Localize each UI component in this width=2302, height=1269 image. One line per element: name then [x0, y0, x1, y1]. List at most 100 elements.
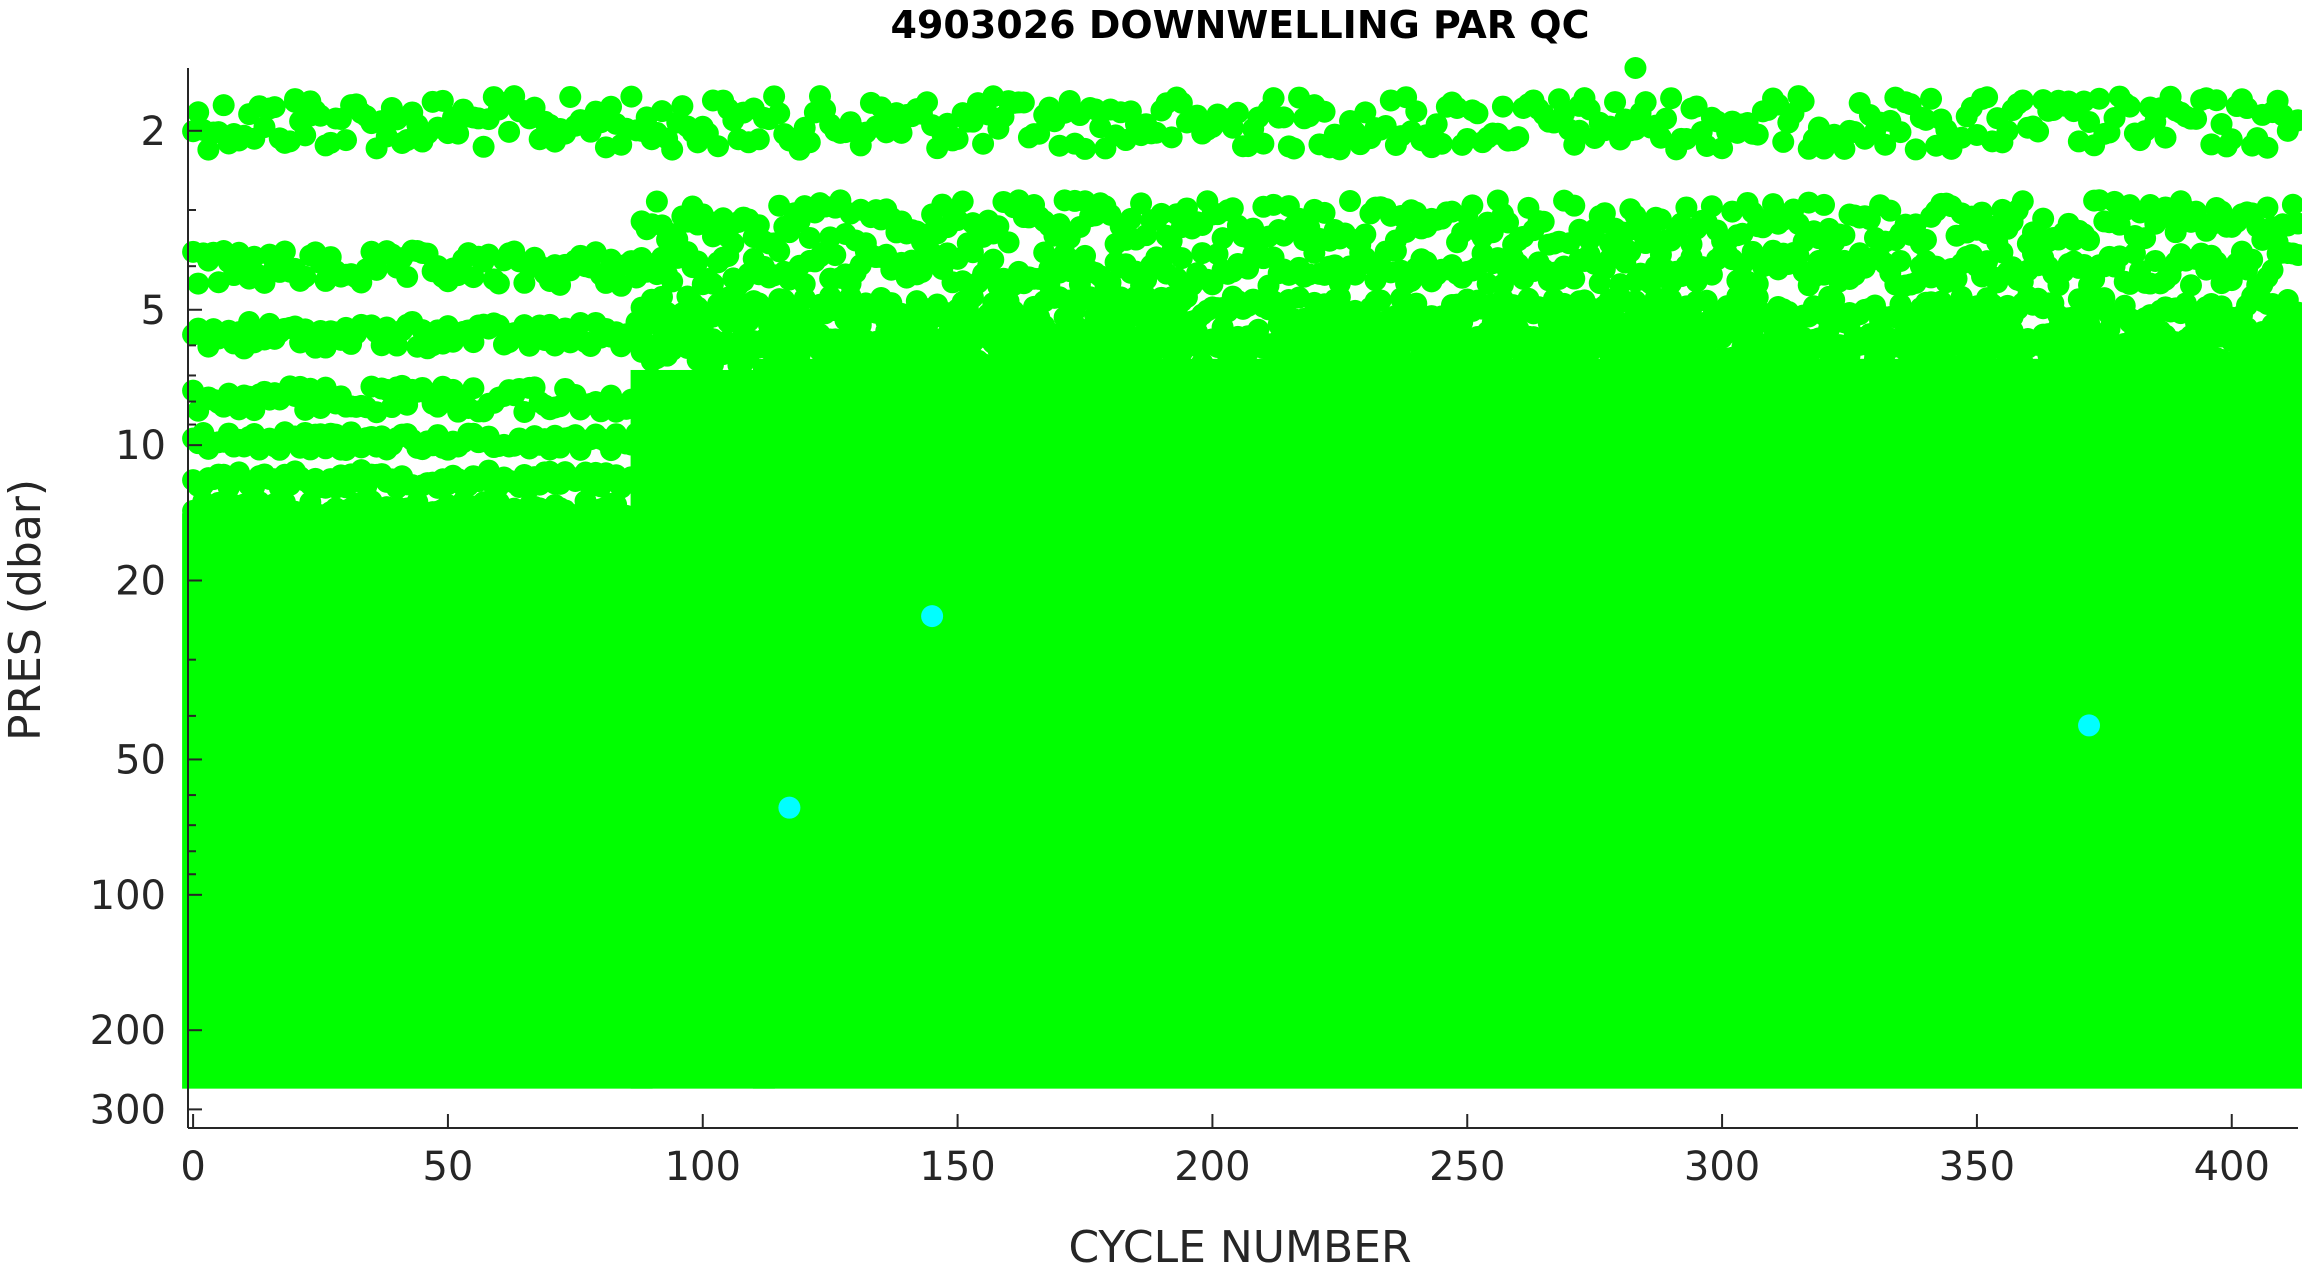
data-point-band-2 [2144, 249, 2167, 272]
data-point-band-0 [447, 122, 470, 145]
data-point-band-2 [487, 272, 510, 295]
data-point-band-0 [1012, 91, 1035, 114]
data-point-band-5 [1420, 327, 1443, 350]
data-point-band-0 [431, 89, 454, 112]
data-point-band-1 [1879, 199, 1902, 222]
data-point-band-1 [1700, 195, 1723, 218]
data-point-band-0 [916, 91, 939, 114]
data-point-band-5 [1935, 349, 1958, 372]
data-point-band-2 [462, 266, 485, 289]
data-point-band-0 [253, 116, 276, 139]
data-point-band-5 [2072, 354, 2095, 377]
data-point-band-0 [559, 85, 582, 108]
data-point-band-0 [1874, 133, 1897, 156]
data-point-band-0 [1685, 95, 1708, 118]
data-point-band-0 [2154, 126, 2177, 149]
data-point-band-0 [707, 135, 730, 158]
data-point-band-3 [2287, 301, 2302, 324]
data-point-band-0 [197, 138, 220, 161]
data-point-band-0 [2011, 89, 2034, 112]
data-point-band-2 [1344, 263, 1367, 286]
data-point-band-0 [1170, 91, 1193, 114]
data-point-band-1 [1833, 224, 1856, 247]
data-fill-region-1 [630, 369, 775, 1089]
data-point-band-0 [1405, 100, 1428, 123]
data-point-band-1 [1675, 196, 1698, 219]
data-point-band-0 [2287, 109, 2302, 132]
data-point-band-2 [2220, 269, 2243, 292]
data-point-band-3 [961, 286, 984, 309]
data-point-band-2 [1170, 247, 1193, 270]
data-point-band-0 [890, 121, 913, 144]
data-point-band-1 [1563, 194, 1586, 217]
y-tick-label: 300 [90, 1087, 166, 1133]
data-point-band-2 [2179, 274, 2202, 297]
data-point-band-2 [187, 272, 210, 295]
data-point-band-7 [630, 433, 653, 456]
data-point-band-0 [650, 100, 673, 123]
data-point-band-0 [1466, 102, 1489, 125]
data-point-band-4 [462, 331, 485, 354]
data-point-band-1 [1339, 190, 1362, 213]
data-point-band-0 [1028, 122, 1051, 145]
data-point-band-3 [1328, 286, 1351, 309]
data-point-band-0 [2220, 128, 2243, 151]
data-point-band-5 [1797, 348, 1820, 371]
data-point-band-5 [895, 328, 918, 351]
data-point-cyan [921, 605, 944, 628]
x-tick-label: 0 [180, 1144, 205, 1190]
data-point-band-0 [2205, 89, 2228, 112]
data-point-band-2 [1619, 240, 1642, 263]
data-point-band-5 [972, 353, 995, 376]
data-point-band-2 [717, 244, 740, 267]
data-point-band-0 [620, 85, 643, 108]
data-point-band-0 [1252, 132, 1275, 155]
data-point-band-1 [1130, 192, 1153, 215]
data-point-band-0 [1262, 87, 1285, 110]
data-point-band-2 [2287, 243, 2302, 266]
data-point-band-1 [1914, 228, 1937, 251]
data-point-band-5 [1950, 328, 1973, 351]
data-point-band-0 [1084, 98, 1107, 121]
data-point-band-2 [768, 240, 791, 263]
data-point-band-0 [212, 94, 235, 117]
data-point-band-0 [1313, 100, 1336, 123]
y-tick-label: 100 [90, 873, 166, 919]
data-point-band-5 [2251, 352, 2274, 375]
data-point-band-0 [294, 124, 317, 147]
data-point-outlier [1568, 119, 1591, 142]
data-point-band-1 [1532, 210, 1555, 233]
y-tick-label: 5 [141, 288, 166, 334]
x-tick-label: 400 [2194, 1144, 2270, 1190]
data-point-band-0 [1491, 95, 1514, 118]
data-point-outlier [1624, 57, 1647, 79]
data-point-band-0 [1792, 90, 1815, 113]
y-tick-label: 2 [141, 109, 166, 155]
data-point-band-0 [1430, 132, 1453, 155]
data-point-band-5 [854, 329, 877, 352]
x-tick-label: 50 [422, 1144, 473, 1190]
data-point-band-1 [2032, 207, 2055, 230]
data-point-band-5 [2200, 328, 2223, 351]
data-point-band-0 [768, 102, 791, 125]
data-point-band-1 [1119, 207, 1142, 230]
data-point-band-4 [569, 312, 592, 335]
data-point-band-0 [600, 95, 623, 118]
x-tick-label: 300 [1684, 1144, 1760, 1190]
data-point-band-0 [946, 128, 969, 151]
data-point-band-4 [1114, 310, 1137, 333]
data-point-band-0 [1226, 101, 1249, 124]
data-point-band-1 [2078, 229, 2101, 252]
green-points-layer [182, 57, 2302, 1089]
data-fill-region-2 [752, 413, 2302, 1089]
data-point-band-2 [824, 244, 847, 267]
y-tick-label: 10 [115, 423, 166, 469]
data-point-band-2 [273, 240, 296, 263]
data-point-band-1 [1150, 202, 1173, 225]
data-point-band-0 [2088, 87, 2111, 110]
data-point-band-1 [2256, 196, 2279, 219]
data-point-band-0 [1634, 91, 1657, 114]
data-point-band-0 [972, 132, 995, 155]
data-point-band-1 [987, 215, 1010, 238]
